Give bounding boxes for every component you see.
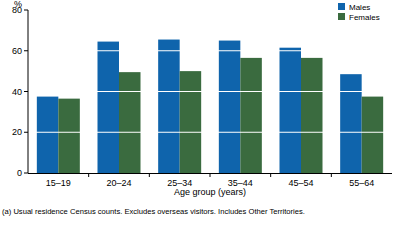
bar [240, 58, 261, 173]
y-tick-label: 60 [12, 46, 22, 56]
x-tick-label: 55–64 [349, 178, 374, 188]
bar [180, 71, 202, 173]
x-tick [149, 173, 150, 177]
bar [119, 72, 141, 173]
footnote: (a) Usual residence Census counts. Exclu… [2, 207, 305, 216]
chart: 02040608015–1920–2425–3435–4445–5455–64%… [0, 0, 397, 227]
bar [37, 97, 59, 173]
bars [37, 40, 383, 173]
legend-swatch [338, 3, 345, 10]
legend-label: Males [349, 3, 370, 12]
grid-line [28, 91, 392, 92]
bar [301, 58, 323, 173]
y-tick-label: 0 [17, 168, 22, 178]
x-tick-label: 20–24 [106, 178, 131, 188]
x-tick [270, 173, 271, 177]
x-tick [210, 173, 211, 177]
y-tick [24, 10, 28, 11]
x-tick-label: 15–19 [46, 178, 71, 188]
y-tick [24, 132, 28, 133]
x-tick-label: 45–54 [288, 178, 313, 188]
grid-line [28, 132, 392, 133]
y-tick-label: 20 [12, 127, 22, 137]
x-axis-label: Age group (years) [174, 187, 246, 197]
bar [98, 42, 120, 173]
bar [340, 74, 362, 173]
grid-line [28, 10, 392, 11]
bar [362, 97, 384, 173]
legend-label: Females [349, 13, 380, 22]
chart-container: 02040608015–1920–2425–3435–4445–5455–64%… [0, 0, 397, 227]
bar [280, 48, 302, 173]
bar [219, 41, 241, 173]
bar [158, 40, 180, 173]
y-tick-label: 40 [12, 87, 22, 97]
y-tick [24, 173, 28, 174]
y-tick [24, 91, 28, 92]
bar [58, 99, 79, 173]
legend-swatch [338, 13, 345, 20]
y-tick [24, 50, 28, 51]
x-tick [88, 173, 89, 177]
legend: MalesFemales [338, 3, 380, 22]
x-tick [331, 173, 332, 177]
grid-line [28, 50, 392, 51]
y-axis-label: % [14, 0, 22, 9]
